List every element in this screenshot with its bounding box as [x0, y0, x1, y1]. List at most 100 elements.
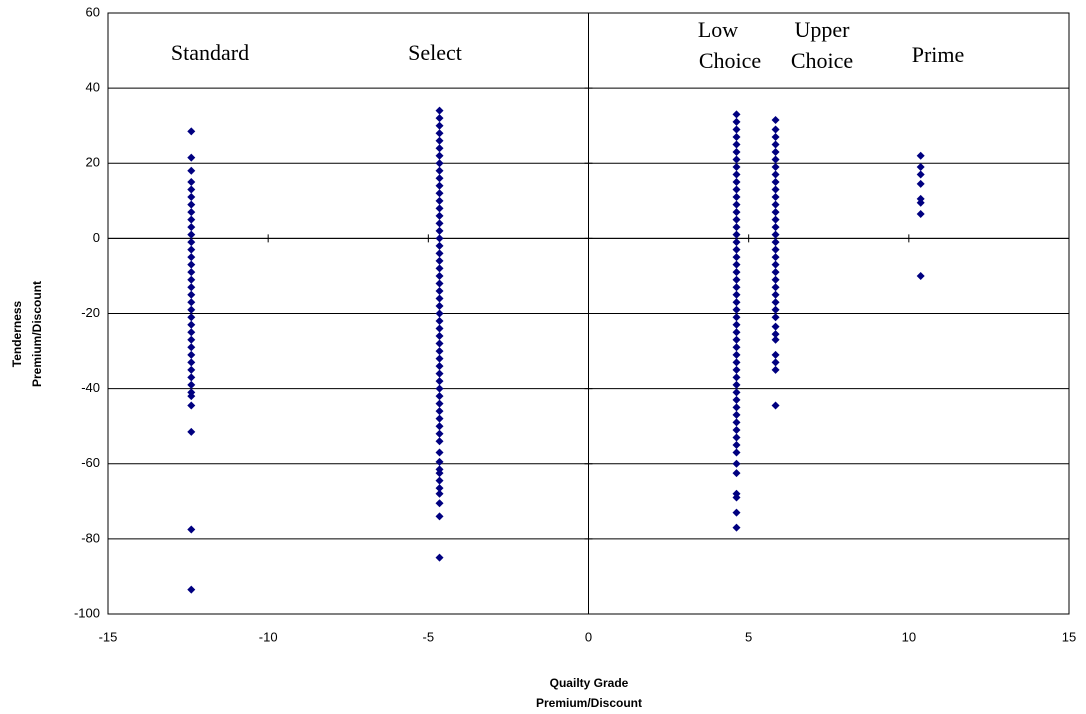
- point: [771, 230, 780, 239]
- point: [187, 380, 196, 389]
- point: [732, 373, 741, 382]
- point: [732, 459, 741, 468]
- point: [435, 369, 444, 378]
- point: [435, 301, 444, 310]
- point: [732, 170, 741, 179]
- point: [732, 193, 741, 202]
- point: [435, 286, 444, 295]
- point: [732, 313, 741, 322]
- point: [187, 215, 196, 224]
- point: [732, 178, 741, 187]
- point: [435, 407, 444, 416]
- point: [732, 200, 741, 209]
- point: [771, 283, 780, 292]
- point: [732, 140, 741, 149]
- point: [732, 335, 741, 344]
- y-tick-label: 20: [86, 155, 100, 170]
- point: [435, 332, 444, 341]
- point: [916, 163, 925, 172]
- point: [771, 132, 780, 141]
- point: [187, 283, 196, 292]
- point: [435, 377, 444, 386]
- point: [732, 403, 741, 412]
- point: [187, 185, 196, 194]
- point: [732, 185, 741, 194]
- point: [187, 328, 196, 337]
- point: [435, 256, 444, 265]
- annotation: Upper: [795, 17, 851, 42]
- point: [187, 193, 196, 202]
- point: [435, 324, 444, 333]
- point: [435, 448, 444, 457]
- point: [435, 476, 444, 485]
- point: [187, 290, 196, 299]
- point: [732, 350, 741, 359]
- point: [435, 174, 444, 183]
- point: [771, 125, 780, 134]
- point: [771, 365, 780, 374]
- point: [771, 116, 780, 125]
- y-tick-label: 40: [86, 80, 100, 95]
- point: [435, 279, 444, 288]
- y-tick-label: -40: [81, 380, 100, 395]
- point: [187, 200, 196, 209]
- point: [732, 268, 741, 277]
- point: [771, 155, 780, 164]
- y-tick-label: -20: [81, 305, 100, 320]
- point: [771, 185, 780, 194]
- point: [435, 512, 444, 521]
- point: [732, 275, 741, 284]
- point: [187, 230, 196, 239]
- point: [732, 298, 741, 307]
- x-axis-title: Premium/Discount: [536, 696, 642, 710]
- point: [435, 384, 444, 393]
- point: [771, 358, 780, 367]
- point: [187, 358, 196, 367]
- point: [771, 215, 780, 224]
- x-tick-label: -10: [259, 629, 278, 644]
- y-tick-label: -100: [74, 605, 100, 620]
- point: [916, 198, 925, 207]
- point: [732, 305, 741, 314]
- point: [771, 193, 780, 202]
- point: [435, 339, 444, 348]
- point: [435, 211, 444, 220]
- point: [187, 373, 196, 382]
- point: [187, 238, 196, 247]
- point: [187, 335, 196, 344]
- point: [187, 525, 196, 534]
- point: [771, 200, 780, 209]
- point: [435, 249, 444, 258]
- point: [732, 440, 741, 449]
- point: [732, 117, 741, 126]
- point: [732, 110, 741, 119]
- point: [187, 298, 196, 307]
- point: [771, 298, 780, 307]
- point: [732, 418, 741, 427]
- point: [435, 429, 444, 438]
- point: [435, 264, 444, 273]
- point: [435, 136, 444, 145]
- x-tick-label: 0: [585, 629, 592, 644]
- point: [771, 170, 780, 179]
- point: [187, 223, 196, 232]
- point: [771, 275, 780, 284]
- point: [732, 493, 741, 502]
- point: [435, 392, 444, 401]
- point: [916, 209, 925, 218]
- point: [732, 358, 741, 367]
- point: [435, 159, 444, 168]
- point: [771, 350, 780, 359]
- point: [771, 305, 780, 314]
- point: [435, 489, 444, 498]
- point: [435, 414, 444, 423]
- x-tick-label: 5: [745, 629, 752, 644]
- x-tick-label: -5: [423, 629, 435, 644]
- point: [435, 234, 444, 243]
- point: [916, 271, 925, 280]
- point: [732, 253, 741, 262]
- point: [187, 208, 196, 217]
- point: [771, 147, 780, 156]
- point: [187, 427, 196, 436]
- point: [187, 305, 196, 314]
